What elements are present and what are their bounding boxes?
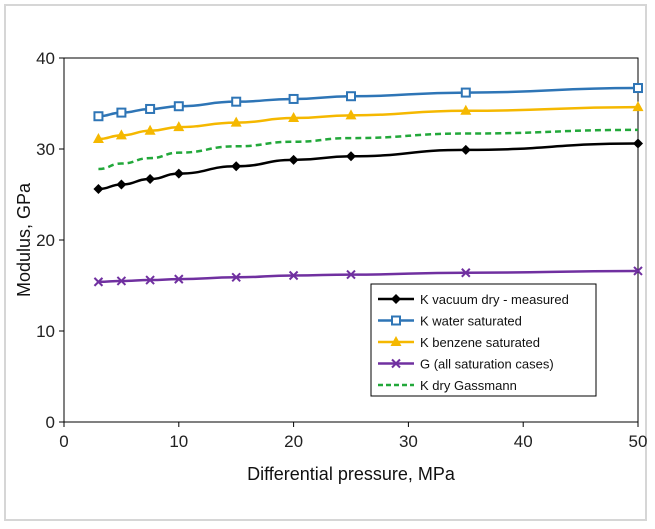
x-tick-label: 10 xyxy=(169,432,188,451)
series-4 xyxy=(98,128,639,171)
data-point xyxy=(460,144,471,155)
series-line xyxy=(98,128,639,171)
legend: K vacuum dry - measured K water saturated… xyxy=(370,283,597,397)
y-tick-label: 20 xyxy=(36,231,55,250)
data-point xyxy=(116,179,127,190)
data-point xyxy=(93,184,104,195)
y-tick-label: 10 xyxy=(36,322,55,341)
data-point xyxy=(632,101,644,112)
data-point xyxy=(145,174,156,185)
data-point xyxy=(345,109,357,120)
data-point xyxy=(144,124,156,135)
data-point xyxy=(288,93,299,104)
data-point xyxy=(391,294,401,304)
legend-label: K vacuum dry - measured xyxy=(420,292,569,307)
series-3 xyxy=(93,266,643,287)
data-point xyxy=(173,168,184,179)
data-point xyxy=(115,129,127,140)
data-point xyxy=(231,161,242,172)
data-point xyxy=(391,315,401,326)
data-point xyxy=(230,116,242,127)
y-axis: 0 10 20 30 40 xyxy=(36,49,64,432)
data-point xyxy=(92,132,104,143)
data-point xyxy=(116,276,127,286)
data-point xyxy=(288,154,299,165)
y-axis-label: Modulus, GPa xyxy=(14,182,34,297)
legend-label: G (all saturation cases) xyxy=(420,357,554,372)
series-1 xyxy=(93,83,643,122)
data-point xyxy=(390,336,402,346)
data-point xyxy=(145,275,155,285)
legend-label: K water saturated xyxy=(420,314,522,329)
data-point xyxy=(633,266,643,276)
data-point xyxy=(460,104,472,115)
legend-entry: K vacuum dry - measured xyxy=(378,292,569,307)
data-point xyxy=(346,151,356,162)
series-line xyxy=(98,269,639,284)
legend-box xyxy=(370,283,597,397)
y-tick-label: 0 xyxy=(46,413,55,432)
x-tick-label: 0 xyxy=(59,432,68,451)
data-point xyxy=(461,268,471,278)
legend-entry: K dry Gassmann xyxy=(378,378,517,393)
series-layer xyxy=(92,83,644,287)
legend-entry: K water saturated xyxy=(378,314,522,329)
legend-entry: G (all saturation cases) xyxy=(378,357,554,372)
data-point xyxy=(173,121,185,132)
x-tick-label: 40 xyxy=(514,432,533,451)
data-point xyxy=(231,96,242,107)
data-point xyxy=(93,277,104,287)
data-point xyxy=(145,103,156,114)
data-point xyxy=(174,274,184,284)
series-0 xyxy=(93,138,643,195)
data-point xyxy=(93,111,104,122)
data-point xyxy=(391,358,401,369)
x-tick-label: 20 xyxy=(284,432,303,451)
x-tick-label: 30 xyxy=(399,432,418,451)
data-point xyxy=(346,269,356,280)
data-point xyxy=(633,83,643,94)
y-tick-label: 30 xyxy=(36,140,55,159)
x-axis: 0 10 20 30 40 50 xyxy=(59,422,647,451)
data-point xyxy=(173,101,184,112)
data-point xyxy=(231,272,241,283)
data-point xyxy=(116,107,127,118)
data-point xyxy=(633,138,643,149)
y-tick-label: 40 xyxy=(36,49,55,68)
series-2 xyxy=(92,101,644,143)
data-point xyxy=(346,91,356,102)
legend-label: K dry Gassmann xyxy=(420,378,517,393)
data-point xyxy=(460,87,471,98)
x-tick-label: 50 xyxy=(629,432,648,451)
data-point xyxy=(288,270,299,281)
legend-label: K benzene saturated xyxy=(420,335,540,350)
legend-entry: K benzene saturated xyxy=(378,335,540,350)
x-axis-label: Differential pressure, MPa xyxy=(247,464,456,484)
data-point xyxy=(288,112,300,123)
